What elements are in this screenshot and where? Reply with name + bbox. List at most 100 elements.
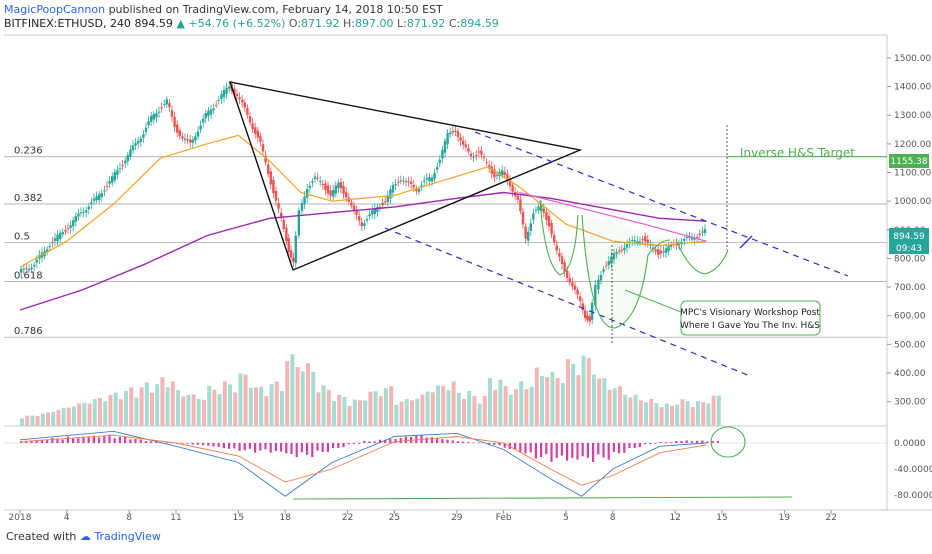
macd-histogram-bar — [586, 443, 589, 458]
moving-averages — [19, 134, 707, 311]
candle-body — [259, 136, 262, 142]
candle-body — [85, 210, 88, 213]
volume-bar — [415, 398, 420, 426]
macd-histogram-bar — [654, 443, 657, 444]
candle-body — [371, 210, 374, 215]
volume-bar — [176, 390, 180, 426]
volume-bar — [108, 394, 113, 426]
candle-body — [703, 229, 707, 234]
macd-histogram-bar — [280, 443, 283, 452]
candle-body — [139, 138, 142, 142]
macd-cross-circle — [710, 426, 746, 458]
author-link[interactable]: MagicPoopCannon — [4, 3, 106, 16]
volume-bar — [378, 396, 383, 426]
volume-bar — [238, 373, 243, 426]
price-tick-label: 1500.00 — [894, 54, 931, 64]
candle-body — [519, 199, 522, 212]
candle-body — [126, 155, 129, 162]
candle-body — [324, 183, 327, 190]
macd-histogram-bar — [394, 438, 397, 443]
left-shoulder-shape — [539, 199, 579, 276]
macd-histogram-bar — [597, 443, 600, 455]
volume-bar — [644, 402, 648, 426]
macd-histogram-bar — [363, 440, 366, 443]
candle-body — [51, 241, 54, 243]
candle-body — [30, 267, 33, 270]
macd-histogram-bar — [202, 443, 205, 446]
fib-level-label: 0.382 — [14, 193, 43, 204]
candle-body — [417, 189, 421, 192]
candle-body — [212, 108, 215, 111]
right-shoulder-shape — [675, 239, 729, 275]
volume-bar — [202, 399, 206, 426]
candle-body — [77, 213, 80, 217]
candle-body — [207, 110, 210, 117]
candle-body — [547, 216, 551, 227]
price-tick-label: 600.00 — [894, 312, 926, 322]
candle-body — [412, 184, 415, 188]
candle-body — [98, 194, 101, 201]
time-tick-label: 15 — [716, 513, 727, 523]
candle-body — [532, 213, 535, 220]
volume-bar — [597, 378, 602, 426]
volume-bar — [196, 398, 201, 426]
price-tick-label: 1100.00 — [894, 168, 931, 178]
candle-body — [246, 107, 249, 115]
volume-bar — [290, 354, 295, 426]
volume-bar — [144, 382, 149, 426]
candle-body — [287, 238, 290, 253]
candle-body — [521, 211, 525, 225]
candle-body — [319, 180, 322, 183]
volume-bar — [670, 406, 674, 426]
volume-bar — [607, 389, 612, 426]
fib-level-label: 0.236 — [14, 146, 43, 157]
time-tick-label: 15 — [233, 513, 244, 523]
macd-histogram-bar — [675, 440, 678, 443]
candle-body — [170, 110, 174, 117]
candle-body — [191, 139, 194, 143]
candle-body — [599, 275, 603, 281]
macd-histogram-bar — [30, 441, 33, 443]
candle-body — [586, 315, 589, 321]
macd-histogram-bar — [124, 436, 127, 443]
volume-bar — [446, 390, 451, 426]
candle-body — [48, 246, 51, 248]
volume-bar — [488, 378, 492, 426]
candle-body — [378, 206, 382, 208]
callout-box — [680, 300, 821, 336]
candle-body — [623, 247, 626, 251]
candle-body — [157, 111, 161, 113]
candle-body — [467, 148, 470, 152]
macd-histogram-bar — [20, 441, 23, 443]
macd-histogram-bar — [514, 443, 517, 450]
candle-body — [272, 179, 275, 194]
candle-body — [25, 268, 28, 270]
macd-histogram-bar — [618, 443, 621, 454]
candle-body — [87, 206, 90, 210]
macd-histogram-bar — [430, 437, 433, 443]
macd-histogram-bar — [696, 440, 699, 443]
candle-body — [472, 156, 475, 158]
macd-tick-label: 0.0000 — [894, 439, 926, 449]
macd-histogram-bar — [373, 441, 376, 443]
macd-histogram-bar — [337, 443, 340, 449]
candle-body — [144, 127, 148, 132]
macd-histogram-bar — [87, 437, 90, 443]
macd-histogram-bar — [300, 443, 303, 453]
candle-body — [241, 99, 244, 103]
candle-body — [436, 167, 439, 170]
candle-body — [355, 210, 358, 215]
candle-body — [118, 168, 122, 170]
candle-body — [384, 201, 387, 203]
tradingview-brand[interactable]: TradingView — [94, 530, 161, 543]
macd-histogram-bar — [222, 443, 225, 449]
candle-body — [311, 181, 314, 183]
candle-body — [222, 90, 226, 98]
macd-histogram-bar — [316, 443, 319, 451]
candle-body — [620, 249, 623, 251]
candle-body — [376, 207, 379, 212]
candle-body — [381, 202, 384, 206]
volume-bar — [134, 397, 139, 426]
